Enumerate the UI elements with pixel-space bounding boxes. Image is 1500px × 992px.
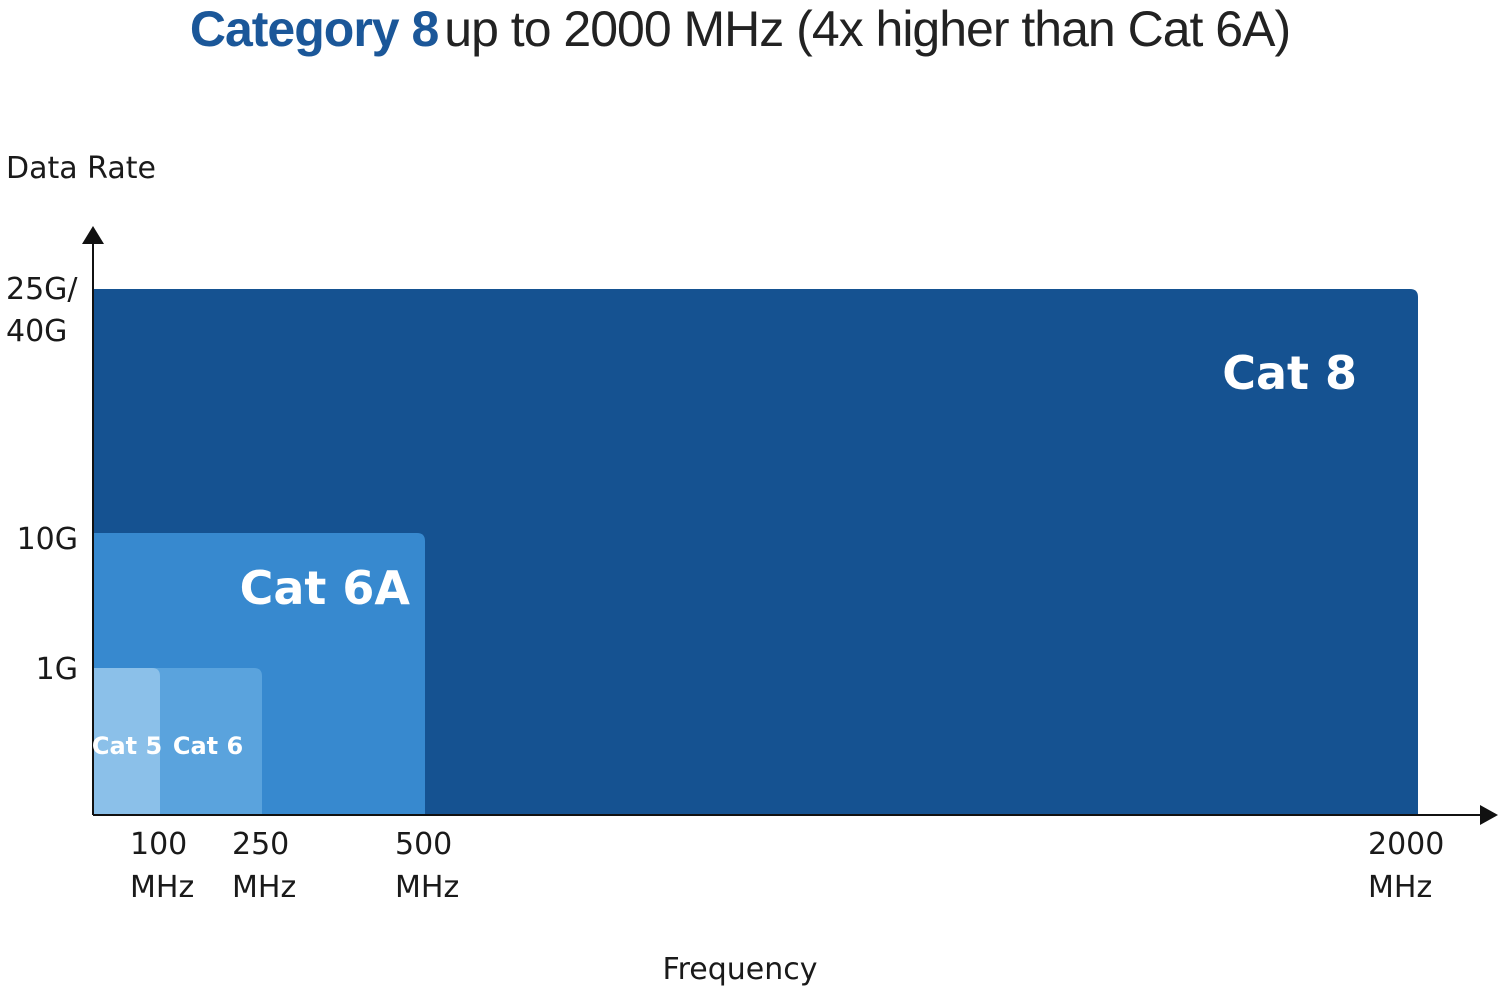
- x-tick-label: 500: [395, 827, 452, 862]
- x-tick-label: 2000: [1368, 827, 1444, 862]
- title-rest: up to 2000 MHz (4x higher than Cat 6A): [444, 1, 1291, 57]
- y-tick-label: 1G: [36, 652, 78, 687]
- bars-layer: [93, 289, 1418, 815]
- x-tick-unit: MHz: [395, 870, 459, 905]
- series-label-cat-5: Cat 5: [92, 732, 162, 760]
- x-tick-unit: MHz: [130, 870, 194, 905]
- labels-layer: Cat 8 Cat 6A Cat 6 Cat 5 Data Rate Frequency 1…: [6, 151, 1444, 987]
- x-tick-unit: MHz: [1368, 870, 1432, 905]
- y-axis-arrow: [82, 226, 104, 244]
- x-tick-label: 100: [130, 827, 187, 862]
- y-tick-label: 10G: [17, 522, 78, 557]
- title-highlight: Category 8: [189, 1, 439, 57]
- axes-layer: [82, 226, 1498, 825]
- x-tick-unit: MHz: [232, 870, 296, 905]
- y-tick-label: 25G/: [6, 272, 78, 307]
- bar-cat-5: [93, 668, 160, 815]
- page-title: Category 8 up to 2000 MHz (4x higher than…: [0, 0, 1480, 58]
- series-label-cat-6: Cat 6: [173, 732, 243, 760]
- y-axis-title: Data Rate: [6, 151, 156, 186]
- x-axis-title: Frequency: [663, 952, 818, 987]
- series-label-cat-6a: Cat 6A: [240, 561, 411, 615]
- series-label-cat-8: Cat 8: [1222, 346, 1357, 400]
- x-tick-label: 250: [232, 827, 289, 862]
- x-axis-arrow: [1480, 805, 1498, 825]
- y-tick-label: 40G: [6, 314, 67, 349]
